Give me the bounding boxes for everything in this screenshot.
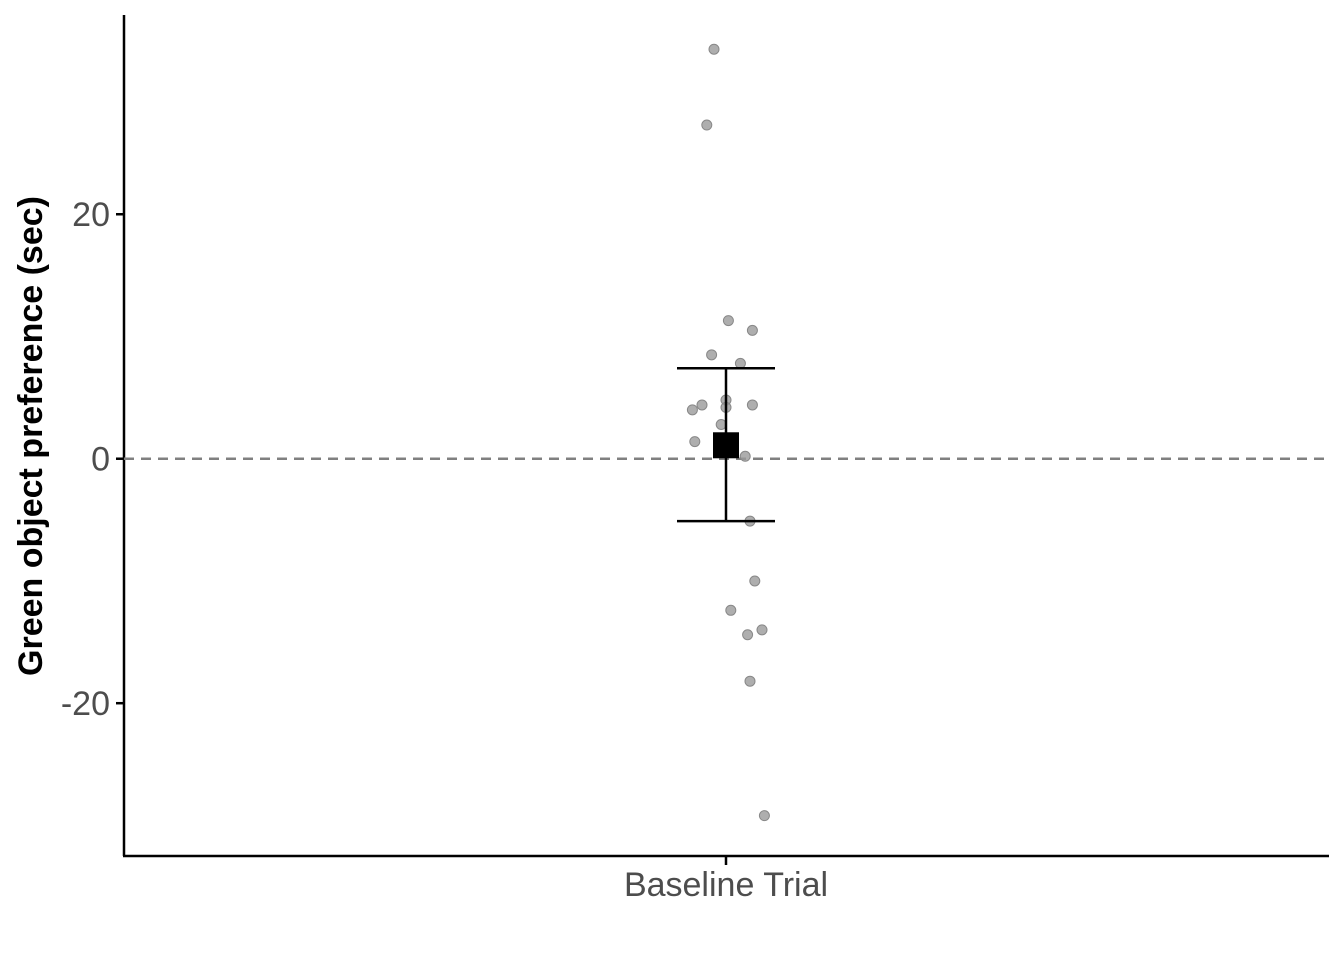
data-point <box>689 436 701 448</box>
data-point <box>758 810 770 822</box>
x-tick-label: Baseline Trial <box>624 866 828 904</box>
data-point <box>734 357 746 369</box>
data-point <box>708 43 720 55</box>
data-point <box>746 399 758 411</box>
data-point <box>746 324 758 336</box>
data-point <box>701 119 713 131</box>
data-point <box>742 629 754 641</box>
y-tick-label: -20 <box>61 685 110 723</box>
data-point <box>706 349 718 361</box>
data-point <box>744 675 756 687</box>
y-ticks: -20 0 20 <box>61 196 124 723</box>
data-point <box>686 404 698 416</box>
summary-group <box>677 367 775 523</box>
y-axis-title: Green object preference (sec) <box>12 196 50 676</box>
x-ticks: Baseline Trial <box>624 856 828 904</box>
data-point <box>722 315 734 327</box>
data-point <box>715 418 727 430</box>
y-tick-label: 0 <box>91 441 110 479</box>
data-point <box>696 399 708 411</box>
y-tick-label: 20 <box>72 196 110 234</box>
mean-marker <box>713 432 739 459</box>
data-point <box>739 450 751 462</box>
data-point <box>749 575 761 587</box>
data-point <box>725 604 737 616</box>
data-point <box>756 624 768 636</box>
